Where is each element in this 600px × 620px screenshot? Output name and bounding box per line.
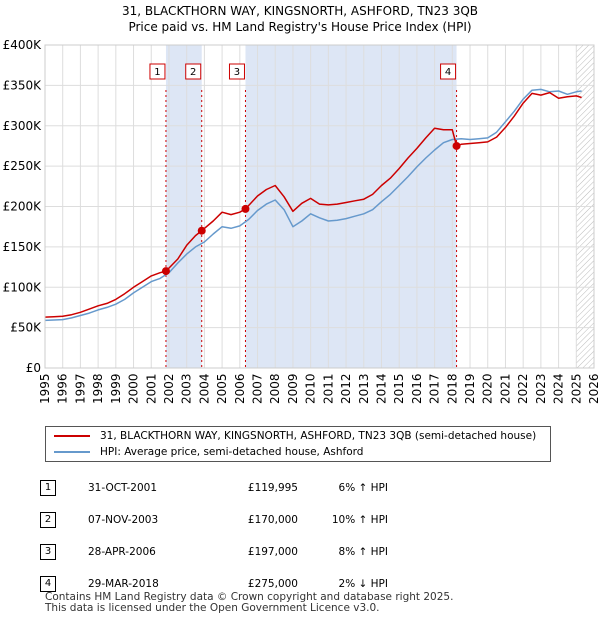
x-tick-label: 2015 bbox=[392, 373, 406, 404]
x-tick-label: 2025 bbox=[569, 373, 583, 404]
transaction-price: £197,000 bbox=[247, 546, 298, 558]
x-tick-label: 2021 bbox=[498, 373, 512, 404]
x-tick-label: 2002 bbox=[162, 373, 176, 404]
x-tick-label: 2012 bbox=[339, 373, 353, 404]
transaction-price: £170,000 bbox=[247, 514, 298, 526]
legend-item-hpi: HPI: Average price, semi-detached house,… bbox=[54, 444, 363, 460]
table-row: 3 28-APR-2006 £197,000 8% ↑ HPI bbox=[40, 536, 388, 568]
annotation-box bbox=[185, 63, 202, 80]
y-tick-label: £100K bbox=[3, 280, 43, 294]
annotation-label: 1 bbox=[154, 67, 160, 78]
transaction-number: 3 bbox=[40, 544, 56, 560]
x-tick-label: 2019 bbox=[463, 373, 477, 404]
annotation-label: 2 bbox=[190, 67, 196, 78]
transaction-date: 31-OCT-2001 bbox=[88, 482, 157, 494]
y-tick-label: £200K bbox=[3, 200, 43, 214]
transaction-point bbox=[197, 226, 206, 235]
y-tick-label: £350K bbox=[3, 78, 43, 92]
x-tick-label: 2010 bbox=[304, 373, 318, 404]
x-tick-label: 2007 bbox=[251, 373, 265, 404]
table-row: 2 07-NOV-2003 £170,000 10% ↑ HPI bbox=[40, 504, 388, 536]
x-tick-label: 2016 bbox=[410, 373, 424, 404]
hpi-line bbox=[44, 88, 582, 322]
transaction-number: 4 bbox=[40, 576, 56, 592]
x-tick-label: 1998 bbox=[91, 373, 105, 404]
legend-hpi-label: HPI: Average price, semi-detached house,… bbox=[100, 446, 364, 458]
y-tick-label: £250K bbox=[3, 159, 43, 173]
transaction-number: 2 bbox=[40, 512, 56, 528]
transaction-price: £119,995 bbox=[247, 482, 298, 494]
transaction-hpi: 10% ↑ HPI bbox=[331, 514, 388, 526]
x-tick-label: 2014 bbox=[374, 373, 388, 404]
x-tick-label: 2004 bbox=[197, 373, 211, 404]
transaction-price: £275,000 bbox=[247, 578, 298, 590]
footer: Contains HM Land Registry data © Crown c… bbox=[45, 592, 453, 614]
x-tick-label: 1995 bbox=[38, 373, 52, 404]
price-paid-line bbox=[44, 91, 582, 318]
transactions-table: 1 31-OCT-2001 £119,995 6% ↑ HPI 2 07-NOV… bbox=[40, 472, 388, 600]
y-tick-label: £400K bbox=[3, 38, 43, 52]
chart-title: 31, BLACKTHORN WAY, KINGSNORTH, ASHFORD,… bbox=[121, 4, 479, 18]
x-tick-label: 2023 bbox=[534, 373, 548, 404]
x-tick-label: 2017 bbox=[428, 373, 442, 404]
transaction-hpi: 2% ↓ HPI bbox=[338, 578, 388, 590]
y-tick-label: £0 bbox=[26, 361, 41, 375]
legend-price-swatch bbox=[54, 435, 90, 437]
legend-hpi-swatch bbox=[54, 451, 90, 453]
transaction-point bbox=[161, 267, 170, 276]
annotation-box bbox=[440, 63, 457, 80]
transaction-hpi: 6% ↑ HPI bbox=[338, 482, 388, 494]
license-text: This data is licensed under the Open Gov… bbox=[45, 602, 380, 614]
copyright-text: Contains HM Land Registry data © Crown c… bbox=[45, 591, 454, 603]
x-tick-label: 2003 bbox=[180, 373, 194, 404]
plot-border bbox=[44, 44, 595, 369]
x-tick-label: 1999 bbox=[109, 373, 123, 404]
x-tick-label: 1997 bbox=[73, 373, 87, 404]
transaction-date: 29-MAR-2018 bbox=[88, 578, 159, 590]
transaction-point bbox=[241, 204, 250, 213]
x-tick-label: 1996 bbox=[56, 373, 70, 404]
annotation-box bbox=[149, 63, 166, 80]
x-tick-label: 2018 bbox=[445, 373, 459, 404]
annotation-box bbox=[228, 63, 245, 80]
x-tick-label: 2009 bbox=[286, 373, 300, 404]
transaction-date: 28-APR-2006 bbox=[88, 546, 156, 558]
x-tick-label: 2024 bbox=[552, 373, 566, 404]
y-tick-label: £150K bbox=[3, 240, 43, 254]
annotation-label: 3 bbox=[234, 67, 240, 78]
legend-price-label: 31, BLACKTHORN WAY, KINGSNORTH, ASHFORD,… bbox=[100, 430, 537, 442]
table-row: 1 31-OCT-2001 £119,995 6% ↑ HPI bbox=[40, 472, 388, 504]
x-tick-label: 2026 bbox=[587, 373, 600, 404]
x-tick-label: 2020 bbox=[481, 373, 495, 404]
y-tick-label: £300K bbox=[3, 119, 43, 133]
x-tick-label: 2005 bbox=[215, 373, 229, 404]
price-chart: 1 2 3 4 £0 £50K £100K £150K £200K £250K £300K £350… bbox=[3, 38, 600, 404]
legend-item-price: 31, BLACKTHORN WAY, KINGSNORTH, ASHFORD,… bbox=[54, 428, 536, 444]
x-tick-label: 2013 bbox=[357, 373, 371, 404]
x-tick-label: 2022 bbox=[516, 373, 530, 404]
transaction-number: 1 bbox=[40, 480, 56, 496]
transaction-point bbox=[452, 141, 461, 150]
transaction-date: 07-NOV-2003 bbox=[88, 514, 159, 526]
x-tick-label: 2001 bbox=[144, 373, 158, 404]
annotation-label: 4 bbox=[445, 67, 451, 78]
x-tick-label: 2008 bbox=[268, 373, 282, 404]
transaction-hpi: 8% ↑ HPI bbox=[338, 546, 388, 558]
legend: 31, BLACKTHORN WAY, KINGSNORTH, ASHFORD,… bbox=[45, 426, 551, 462]
x-tick-label: 2000 bbox=[127, 373, 141, 404]
table-row: 4 29-MAR-2018 £275,000 2% ↓ HPI bbox=[40, 568, 388, 600]
x-tick-label: 2006 bbox=[233, 373, 247, 404]
chart-subtitle: Price paid vs. HM Land Registry's House … bbox=[128, 20, 472, 34]
y-tick-label: £50K bbox=[10, 321, 42, 335]
x-tick-label: 2011 bbox=[321, 373, 335, 404]
